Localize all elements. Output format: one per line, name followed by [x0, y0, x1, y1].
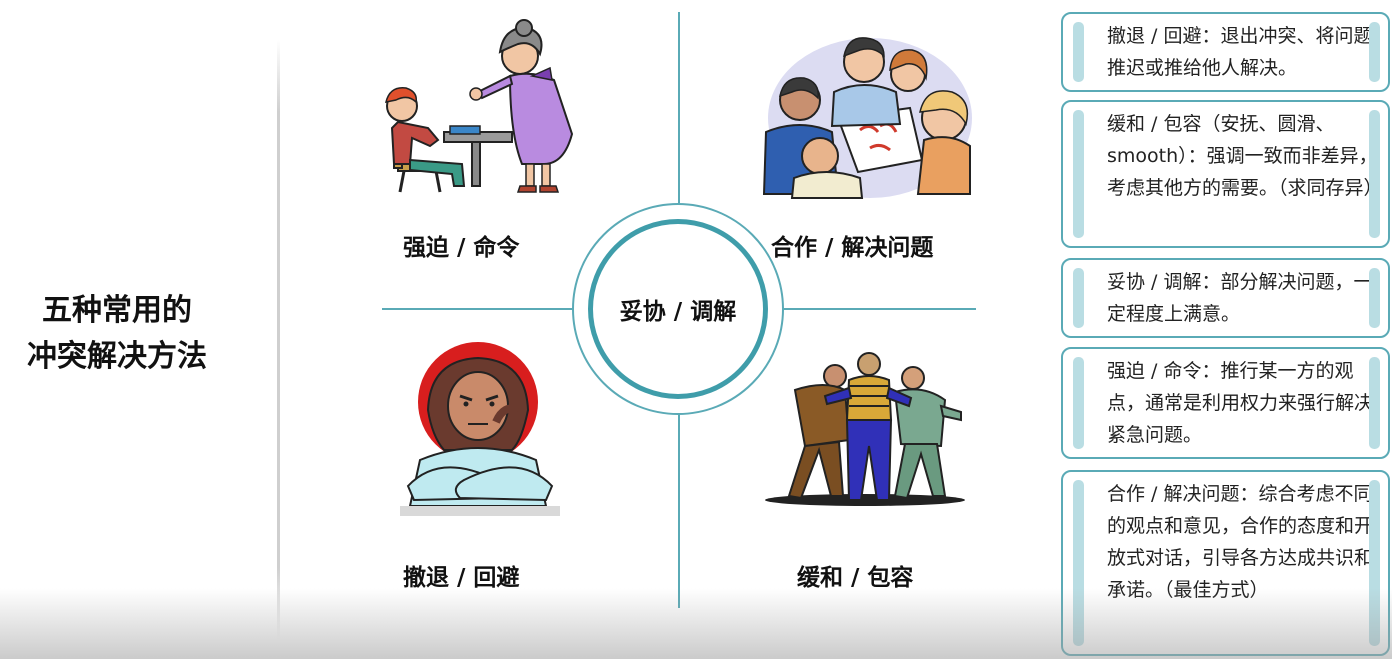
panel-accent-bar [1073, 22, 1084, 82]
title-line-2: 冲突解决方法 [27, 339, 207, 374]
panel-accent-bar [1073, 110, 1084, 238]
panel-accent-bar-right [1369, 268, 1380, 328]
group-meeting-clipart [762, 37, 972, 199]
quadrant-label-smoothing: 缓和 / 包容 [797, 565, 914, 591]
panel-text: 合作 / 解决问题：综合考虑不同的观点和意见，合作的态度和开放式对话，引导各方达… [1107, 483, 1374, 601]
title-line-1: 五种常用的 [42, 293, 192, 328]
panel-text: 妥协 / 调解：部分解决问题，一定程度上满意。 [1107, 271, 1373, 325]
quadrant-label-withdrawing: 撤退 / 回避 [403, 565, 520, 591]
panel-text: 强迫 / 命令：推行某一方的观点，通常是利用权力来强行解决紧急问题。 [1107, 360, 1374, 446]
quadrant-label-collaborating: 合作 / 解决问题 [771, 235, 934, 261]
panel-forcing: 强迫 / 命令：推行某一方的观点，通常是利用权力来强行解决紧急问题。 [1061, 347, 1390, 459]
panel-accent-bar-right [1369, 22, 1380, 82]
teacher-student-clipart [384, 19, 574, 193]
mediator-clipart [765, 352, 965, 506]
page-title: 五种常用的 冲突解决方法 [0, 288, 234, 380]
panel-accent-bar [1073, 357, 1084, 449]
panel-accent-bar-right [1369, 110, 1380, 238]
vertical-separator [277, 40, 280, 640]
quadrant-label-forcing: 强迫 / 命令 [403, 235, 520, 261]
panel-collaborating: 合作 / 解决问题：综合考虑不同的观点和意见，合作的态度和开放式对话，引导各方达… [1061, 470, 1390, 656]
panel-accent-bar-right [1369, 357, 1380, 449]
panel-smoothing: 缓和 / 包容（安抚、圆滑、smooth）：强调一致而非差异，考虑其他方的需要。… [1061, 100, 1390, 248]
panel-accent-bar [1073, 480, 1084, 646]
panel-accent-bar-right [1369, 480, 1380, 646]
crossed-arms-clipart [400, 342, 560, 516]
center-circle: 妥协 / 调解 [588, 219, 768, 399]
center-label: 妥协 / 调解 [619, 299, 737, 325]
panel-compromising: 妥协 / 调解：部分解决问题，一定程度上满意。 [1061, 258, 1390, 338]
panel-accent-bar [1073, 268, 1084, 328]
panel-withdrawing: 撤退 / 回避：退出冲突、将问题推迟或推给他人解决。 [1061, 12, 1390, 92]
panel-text: 缓和 / 包容（安抚、圆滑、smooth）：强调一致而非差异，考虑其他方的需要。… [1107, 113, 1383, 199]
panel-text: 撤退 / 回避：退出冲突、将问题推迟或推给他人解决。 [1107, 25, 1373, 79]
